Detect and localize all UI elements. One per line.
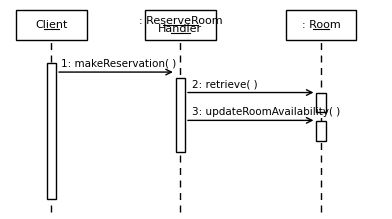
Text: : ReserveRoom: : ReserveRoom bbox=[138, 16, 222, 26]
Bar bbox=[316, 122, 326, 141]
Text: 2: retrieve( ): 2: retrieve( ) bbox=[192, 79, 258, 89]
Bar bbox=[47, 63, 56, 199]
Bar bbox=[286, 11, 356, 40]
Text: : Room: : Room bbox=[301, 20, 340, 30]
Bar bbox=[16, 11, 87, 40]
Text: 1: makeReservation( ): 1: makeReservation( ) bbox=[61, 59, 176, 69]
Bar bbox=[316, 93, 326, 112]
Bar bbox=[176, 78, 185, 152]
Text: 3: updateRoomAvailability( ): 3: updateRoomAvailability( ) bbox=[192, 107, 340, 117]
Bar bbox=[145, 11, 216, 40]
Text: Client: Client bbox=[35, 20, 68, 30]
Text: Handler: Handler bbox=[158, 24, 202, 34]
